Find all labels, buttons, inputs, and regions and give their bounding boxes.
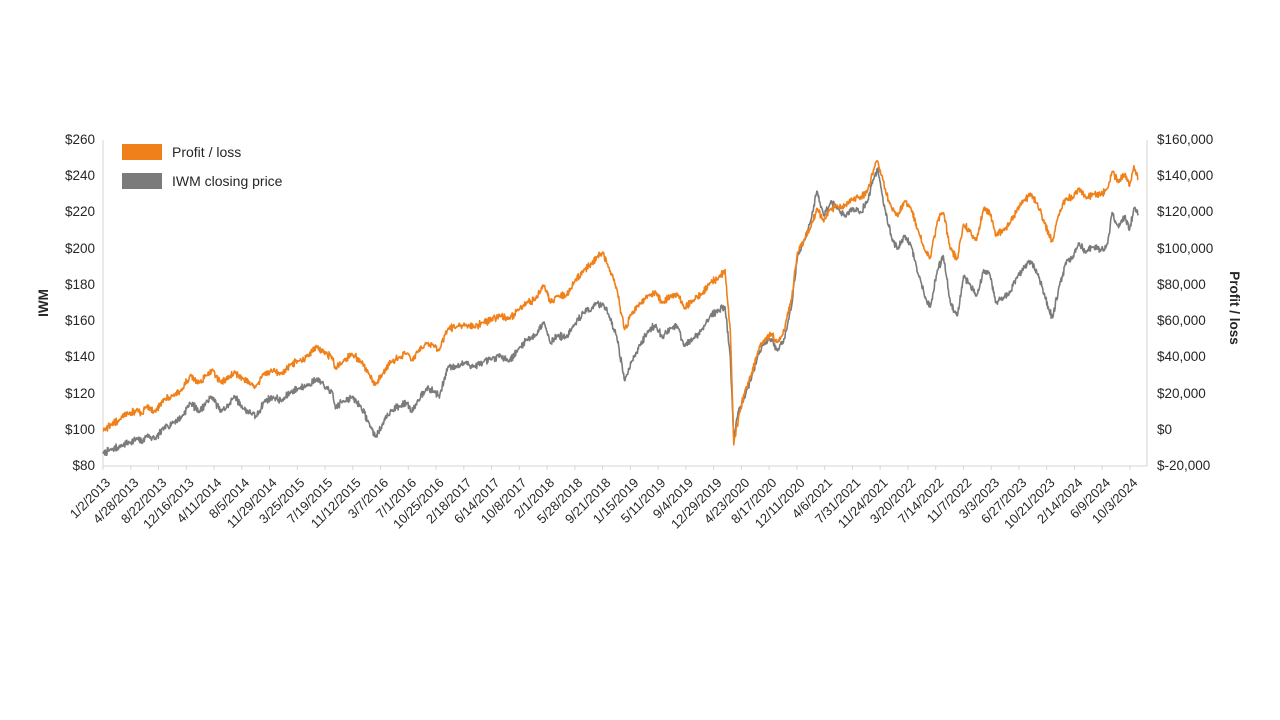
right-axis-tick-label: $160,000 bbox=[1157, 132, 1214, 147]
legend: Profit / loss IWM closing price bbox=[122, 144, 282, 202]
left-axis-tick-label: $100 bbox=[64, 421, 95, 437]
left-axis-tick-label: $180 bbox=[64, 276, 95, 292]
right-axis-title: Profit / loss bbox=[1227, 271, 1242, 345]
series-profit-loss bbox=[102, 160, 1139, 446]
right-axis-tick-label: $20,000 bbox=[1157, 385, 1206, 401]
legend-item-profit-loss: Profit / loss bbox=[122, 144, 282, 160]
left-axis-tick-label: $160 bbox=[64, 313, 95, 329]
left-axis-tick-label: $80 bbox=[72, 458, 95, 473]
left-axis-tick-label: $240 bbox=[64, 168, 95, 184]
right-axis-tick-label: $100,000 bbox=[1157, 240, 1214, 256]
left-axis-tick-label: $220 bbox=[64, 204, 95, 220]
series-iwm-closing-price bbox=[102, 167, 1139, 457]
right-axis-tick-label: $40,000 bbox=[1157, 349, 1206, 365]
iwm-swatch bbox=[122, 173, 162, 189]
right-axis-tick-label: $80,000 bbox=[1157, 276, 1206, 292]
right-axis-tick-label: $-20,000 bbox=[1157, 458, 1211, 473]
left-axis-title: IWM bbox=[36, 289, 51, 317]
legend-label: IWM closing price bbox=[172, 173, 283, 189]
right-axis-tick-label: $140,000 bbox=[1157, 168, 1214, 184]
right-axis-tick-label: $60,000 bbox=[1157, 313, 1206, 329]
legend-item-iwm: IWM closing price bbox=[122, 173, 282, 189]
right-axis-tick-label: $0 bbox=[1157, 421, 1173, 437]
legend-label: Profit / loss bbox=[172, 144, 242, 160]
left-axis-tick-label: $140 bbox=[64, 349, 95, 365]
profit-loss-swatch bbox=[122, 144, 162, 160]
left-axis-tick-label: $120 bbox=[64, 385, 95, 401]
left-axis-tick-label: $260 bbox=[64, 132, 95, 147]
right-axis-tick-label: $120,000 bbox=[1157, 204, 1214, 220]
left-axis-tick-label: $200 bbox=[64, 240, 95, 256]
